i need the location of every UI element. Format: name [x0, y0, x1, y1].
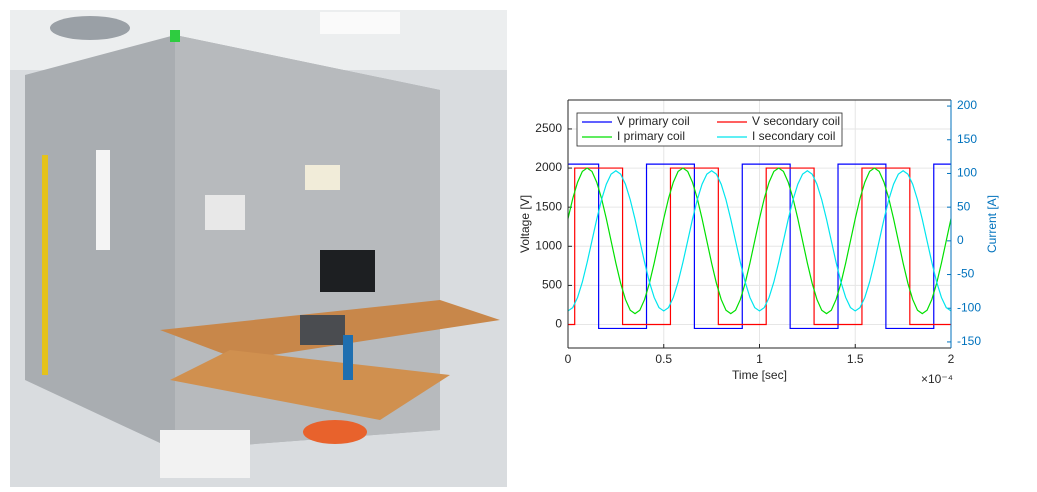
x-tick-label: 0	[565, 352, 572, 366]
y-axis-label: Voltage [V]	[518, 195, 532, 253]
ceiling-light	[320, 12, 400, 34]
legend-label: V secondary coil	[752, 114, 840, 128]
front-table	[170, 350, 450, 420]
series-line	[567, 170, 952, 312]
y2-tick-label: 150	[957, 132, 977, 146]
beacon	[170, 30, 180, 42]
y2-tick-label: -50	[957, 267, 975, 281]
legend: V primary coil V secondary coil I primary …	[576, 112, 843, 147]
y2-tick-label: 50	[957, 199, 971, 213]
grounding-stick	[42, 155, 48, 375]
y2-tick-label: -100	[957, 300, 981, 314]
case	[160, 430, 250, 478]
y-tick-label: 2000	[535, 160, 562, 174]
x-axis-label: Time [sec]	[732, 368, 787, 382]
bottle	[343, 335, 353, 380]
legend-label: I primary coil	[617, 129, 685, 143]
y2-axis-label: Current [A]	[985, 195, 999, 253]
y-tick-label: 0	[555, 317, 562, 331]
legend-label: V primary coil	[617, 114, 690, 128]
warning-signs	[96, 150, 110, 250]
y2-tick-label: 200	[957, 98, 977, 112]
stool	[303, 420, 367, 444]
y2-tick-label: 100	[957, 166, 977, 180]
y-tick-label: 500	[542, 278, 562, 292]
legend-box	[576, 112, 843, 147]
y-tick-label: 1000	[535, 238, 562, 252]
paper-note	[305, 165, 340, 190]
series-line	[568, 167, 951, 326]
x-exponent: ×10⁻⁴	[921, 372, 953, 386]
monitor	[320, 250, 375, 292]
laptop	[300, 315, 345, 345]
x-tick-label: 1.5	[847, 352, 864, 366]
series-line	[568, 163, 951, 330]
y2-tick-label: -150	[957, 334, 981, 348]
legend-label: I secondary coil	[752, 129, 835, 143]
x-tick-label: 1	[756, 352, 763, 366]
chart: 0 0.5 1 1.5 205001000150020002500-150-100-50…	[518, 98, 999, 386]
y-tick-label: 2500	[535, 121, 562, 135]
ceiling-vent	[50, 16, 130, 40]
x-tick-label: 2	[948, 352, 955, 366]
y2-tick-label: 0	[957, 233, 964, 247]
lab-photo	[10, 10, 507, 487]
x-tick-label: 0.5	[655, 352, 672, 366]
electrical-box	[205, 195, 245, 230]
y-tick-label: 1500	[535, 199, 562, 213]
series-line	[567, 167, 952, 315]
